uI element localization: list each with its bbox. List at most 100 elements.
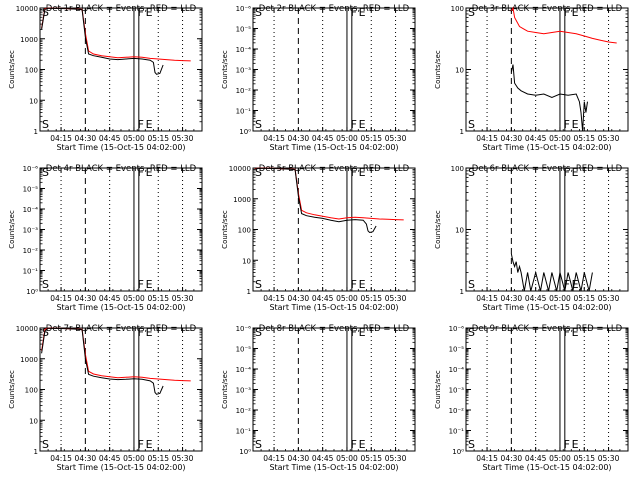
plot-frame [39,327,203,452]
plot-frame [465,7,629,132]
y-tick-label: 10 [242,257,251,265]
x-tick-label: 04:30 [501,134,523,143]
x-tick-label: 04:45 [99,294,121,303]
marker-S: S [468,278,475,291]
marker-F-top: F [138,166,144,179]
y-tick-label: 1 [34,128,38,136]
marker-F: F [138,278,144,291]
marker-S: S [42,438,49,451]
marker-F: F [351,278,357,291]
y-tick-label: 10⁻³ [236,67,252,75]
x-tick-label: 04:45 [525,134,547,143]
marker-F: F [564,118,570,131]
marker-S-top: S [42,166,49,179]
y-tick-label: 10⁻¹ [236,428,252,436]
y-tick-label: 10⁻⁵ [236,346,252,354]
marker-S-top: S [255,326,262,339]
marker-F-top: F [351,326,357,339]
y-tick-label: 10⁻² [236,87,252,95]
marker-F: F [351,118,357,131]
marker-E: E [359,278,366,291]
x-tick-label: 04:45 [525,454,547,463]
y-tick-label: 10000 [16,5,38,13]
series-line-lld [41,7,191,62]
x-tick-label: 04:15 [50,454,72,463]
x-tick-label: 05:30 [598,134,620,143]
x-axis-label: Start Time (15-Oct-15 04:02:00) [482,303,611,312]
y-axis-label: Counts/sec [8,370,16,409]
y-tick-label: 10⁻² [236,407,252,415]
marker-E-top: E [146,6,153,19]
x-axis-label: Start Time (15-Oct-15 04:02:00) [56,303,185,312]
x-tick-label: 04:30 [288,134,310,143]
marker-F-top: F [564,166,570,179]
y-tick-label: 10⁻⁴ [236,46,252,54]
x-tick-label: 04:45 [99,454,121,463]
y-tick-label: 10⁻⁶ [23,165,39,173]
x-tick-label: 05:30 [385,294,407,303]
chart-title: Det 6r BLACK = Events, RED = LLD [472,164,623,174]
y-tick-label: 10 [29,97,38,105]
chart-title: Det 5r BLACK = Events, RED = LLD [259,164,410,174]
marker-F-top: F [564,6,570,19]
series-line-events [510,64,588,132]
x-tick-label: 05:30 [385,454,407,463]
x-tick-label: 05:15 [573,134,595,143]
marker-E: E [146,278,153,291]
marker-E-top: E [359,6,366,19]
x-tick-label: 05:15 [147,294,169,303]
y-tick-label: 10⁰ [239,448,251,456]
detector-panel-9: Det 9r BLACK = Events, RED = LLD 10⁰ 10⁻¹ 1… [434,324,629,472]
y-axis-label: Counts/sec [221,370,229,409]
plot-frame [465,167,629,292]
y-tick-label: 100 [451,165,464,173]
x-tick-label: 04:45 [312,294,334,303]
chart-title: Det 4r BLACK = Events, RED = LLD [46,164,197,174]
y-tick-label: 10⁻⁵ [236,26,252,34]
y-axis-label: Counts/sec [221,50,229,89]
detector-panel-8: Det 8r BLACK = Events, RED = LLD 10⁰ 10⁻¹ 1… [221,324,416,472]
x-tick-label: 04:15 [50,134,72,143]
x-tick-label: 04:15 [263,134,285,143]
y-tick-label: 10⁻³ [449,387,465,395]
detector-panel-5: Det 5r BLACK = Events, RED = LLD 1 10 100 10… [221,164,416,312]
x-tick-label: 04:30 [501,294,523,303]
chart-title: Det 7r BLACK = Events, RED = LLD [46,324,197,334]
marker-F-top: F [138,6,144,19]
x-axis-label: Start Time (15-Oct-15 04:02:00) [269,303,398,312]
marker-F: F [351,438,357,451]
marker-F-top: F [564,326,570,339]
marker-S-top: S [468,6,475,19]
y-tick-label: 10⁰ [26,288,38,296]
x-tick-label: 04:15 [476,294,498,303]
x-tick-label: 05:15 [147,134,169,143]
marker-E: E [572,438,579,451]
plot-frame [39,7,203,132]
marker-S: S [255,118,262,131]
y-tick-label: 10⁻⁵ [449,346,465,354]
x-tick-label: 05:00 [336,454,358,463]
x-tick-label: 05:00 [549,454,571,463]
detector-panel-4: Det 4r BLACK = Events, RED = LLD 10⁰ 10⁻¹ 1… [8,164,203,312]
x-tick-label: 04:30 [288,454,310,463]
y-tick-label: 10000 [16,325,38,333]
marker-E: E [572,118,579,131]
x-tick-label: 05:15 [360,294,382,303]
x-tick-label: 05:15 [573,294,595,303]
y-tick-label: 1000 [20,356,38,364]
x-tick-label: 05:15 [147,454,169,463]
x-tick-label: 04:30 [75,454,97,463]
chart-title: Det 1r BLACK = Events, RED = LLD [46,4,197,14]
series-line-lld [254,167,404,221]
x-tick-label: 05:30 [172,454,194,463]
series-line-lld [510,6,617,44]
x-tick-label: 04:45 [99,134,121,143]
marker-E-top: E [146,326,153,339]
plot-frame [252,167,416,292]
plot-frame [252,7,416,132]
marker-F-top: F [351,166,357,179]
marker-S: S [255,438,262,451]
series-line-events [510,253,593,292]
y-axis-label: Counts/sec [434,50,442,89]
